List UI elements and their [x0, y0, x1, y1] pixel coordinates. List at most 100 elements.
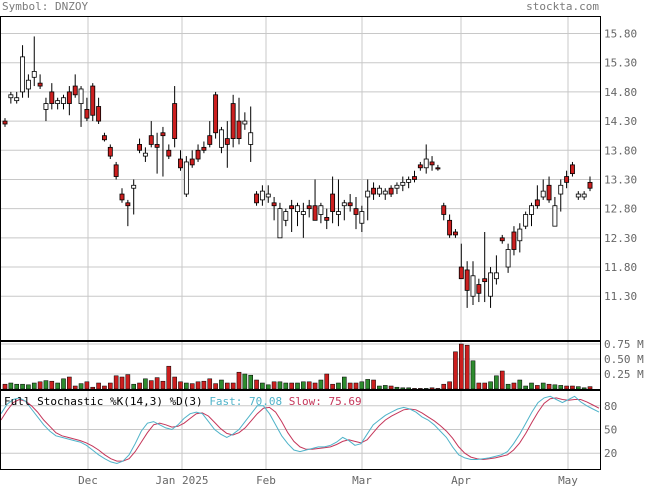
price-tick-label: 14.80 — [604, 86, 637, 99]
candle-body — [172, 103, 178, 139]
candle-body — [271, 202, 277, 207]
candle-body — [324, 217, 330, 221]
date-tick-label: Dec — [78, 474, 98, 486]
candle-body — [552, 205, 558, 227]
volume-bar — [312, 382, 318, 390]
volume-bar — [143, 378, 148, 390]
candle-body — [306, 205, 312, 210]
candle-body — [382, 190, 388, 195]
volume-bar — [277, 381, 283, 390]
volume-bar — [8, 382, 14, 390]
volume-bar — [505, 383, 511, 390]
candle-body — [388, 187, 394, 195]
date-axis-labels: Dec Jan 2025 Feb Mar Apr May — [78, 474, 578, 486]
candle-body — [31, 71, 37, 78]
candle-body — [248, 132, 254, 145]
volume-bar — [476, 382, 482, 390]
candle-body — [219, 129, 224, 148]
candle-body — [347, 202, 353, 207]
candle-body — [90, 85, 96, 116]
candle-body — [49, 91, 55, 104]
candle-body — [102, 135, 107, 141]
volume-bar — [388, 385, 394, 390]
candle-body — [376, 187, 382, 195]
candle-body — [558, 184, 564, 195]
candle-body — [43, 103, 49, 110]
volume-bar — [236, 371, 242, 390]
volume-bar — [90, 386, 96, 390]
candle-body — [587, 181, 593, 189]
volume-bar — [265, 384, 271, 390]
volume-bar — [225, 382, 230, 390]
candle-body — [55, 100, 61, 104]
candle-body — [148, 135, 154, 145]
volume-bar — [260, 382, 265, 390]
volume-bar — [37, 381, 43, 390]
volume-bar — [447, 381, 452, 390]
candle-body — [412, 176, 417, 180]
candle-body — [570, 164, 575, 175]
volume-bar — [72, 385, 78, 390]
panel-border — [0, 390, 601, 470]
candle-body — [183, 161, 189, 195]
candle-body — [265, 193, 271, 198]
volume-axis-labels: 0.75 M 0.50 M 0.25 M — [604, 338, 644, 381]
volume-bar — [570, 385, 575, 390]
candle-body — [119, 193, 125, 201]
candle-body — [417, 164, 423, 169]
volume-bar — [131, 383, 136, 390]
volume-bar — [552, 384, 558, 390]
volume-bar — [529, 382, 534, 390]
date-tick-label: Mar — [352, 474, 372, 486]
volume-bar — [394, 386, 400, 390]
volume-bar — [125, 374, 131, 390]
candle-body — [312, 205, 318, 221]
volume-bar — [96, 382, 101, 390]
volume-bar — [306, 381, 312, 390]
volume-bar — [230, 382, 236, 390]
candle-body — [25, 79, 31, 90]
volume-bar — [406, 387, 411, 390]
stochastic-tick-label: 80 — [604, 400, 617, 413]
candle-body — [365, 190, 371, 198]
candle-body — [207, 135, 213, 145]
volume-bar — [108, 382, 113, 390]
candle-body — [529, 205, 534, 215]
volume-bar — [289, 382, 294, 390]
candle-body — [166, 149, 172, 157]
candle-body — [575, 193, 581, 198]
panel-border — [0, 16, 601, 341]
price-tick-label: 13.80 — [604, 144, 637, 157]
stochastic-tick-label: 20 — [604, 447, 617, 460]
candle-body — [224, 138, 230, 145]
candle-body — [14, 97, 20, 102]
candle-body — [283, 211, 289, 221]
volume-bar — [148, 380, 154, 390]
site-name[interactable]: stockta.com — [526, 0, 599, 13]
volume-bar — [464, 344, 470, 390]
candle-body — [458, 266, 464, 280]
volume-bar — [154, 377, 160, 390]
volume-bar — [330, 383, 335, 390]
volume-bars — [2, 343, 593, 390]
candle-body — [142, 152, 148, 157]
volume-bar — [271, 381, 277, 390]
candle-body — [61, 97, 66, 104]
candle-body — [84, 109, 90, 119]
date-tick-label: Jan 2025 — [156, 474, 209, 486]
volume-tick-label: 0.50 M — [604, 353, 644, 366]
candle-body — [353, 208, 359, 215]
candle-body — [499, 237, 505, 242]
price-tick-label: 15.80 — [604, 28, 637, 41]
stochastic-lines — [0, 395, 600, 465]
volume-bar — [459, 343, 464, 390]
volume-tick-label: 0.25 M — [604, 368, 644, 381]
candle-body — [8, 94, 14, 99]
candle-body — [400, 181, 406, 186]
candle-body — [125, 202, 131, 207]
volume-bar — [499, 370, 505, 390]
volume-bar — [219, 379, 224, 390]
fast-value: Fast: 70.08 — [209, 395, 283, 408]
candle-body — [230, 103, 236, 139]
slow-value: Slow: 75.69 — [288, 395, 362, 408]
